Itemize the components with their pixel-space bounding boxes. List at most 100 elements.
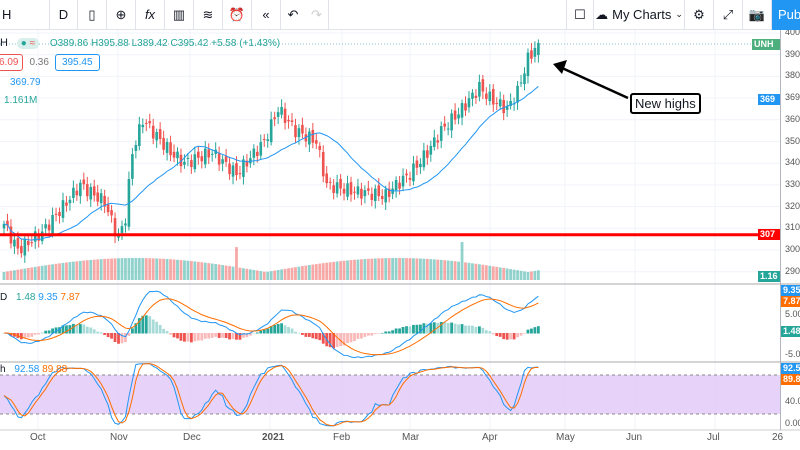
volume-bar [228,266,231,280]
volume-bar [405,258,408,280]
volume-bar [151,258,155,280]
volume-bar [176,259,179,280]
compare-add-icon[interactable]: ⊕ [107,0,136,30]
macd-histogram-bar [408,326,412,334]
camera-icon[interactable]: 📷 [743,0,772,30]
candle-body [2,223,6,229]
symbol-search[interactable]: H [0,0,50,30]
volume-bar [498,267,502,280]
macd-histogram-bar [290,328,294,334]
macd-histogram-bar [321,333,325,344]
time-axis-label: May [556,432,575,443]
publish-button[interactable]: Publi [772,0,800,30]
macd-histogram-bar [176,333,179,339]
candle-body [26,240,30,246]
price-axis-label: 400 [785,30,800,37]
candle-body [30,242,34,244]
volume-bar [363,259,367,280]
price-axis[interactable]: 400 390 380 369 360 350 340 330 320 310 300 290 5.00… [780,30,800,430]
sell-button[interactable]: 6.09 [0,54,24,71]
candle-body [203,148,207,165]
candle-body [356,186,360,195]
macd-histogram-bar [151,319,155,334]
volume-bar [61,262,65,280]
candle-body [321,151,325,177]
layout-icon[interactable]: ☐ [566,0,594,30]
volume-bar [266,271,270,280]
macd-histogram-bar [432,322,436,334]
macd-histogram-bar [488,331,492,334]
fullscreen-icon[interactable]: ⤢ [714,0,743,30]
candle-body [464,103,467,111]
interval-button[interactable]: D [50,0,78,30]
volume-bar [464,262,467,280]
annotation-box[interactable]: New highs [630,93,701,114]
indicators-fx-icon[interactable]: fx [136,0,165,30]
undo-icon[interactable]: ↶ [287,6,299,22]
candles-icon[interactable]: ▯ [78,0,107,30]
macd-histogram-bar [512,333,516,340]
financials-icon[interactable]: ▥ [165,0,194,30]
macd-histogram-bar [183,333,186,342]
buy-button[interactable]: 395.45 [54,54,100,71]
volume-bar [384,258,388,280]
volume-bar [432,259,436,280]
candle-body [47,224,51,231]
volume-bar [110,258,113,280]
price-axis-label: 300 [785,244,800,254]
price-axis-label: 380 [785,70,800,81]
volume-bar [85,260,89,280]
volume-bar [519,270,523,280]
macd-histogram-bar [110,333,113,339]
settings-gear-icon[interactable]: ⚙ [685,0,714,30]
indicator-axis-label: 0.00 [785,418,800,428]
macd-histogram-bar [203,333,207,339]
volume-bar [439,259,443,280]
candle-body [419,163,422,168]
volume-bar [394,258,398,280]
price-axis-label: 350 [785,135,800,146]
redo-icon[interactable]: ↷ [305,0,329,30]
replay-icon[interactable]: « [252,0,281,30]
volume-bar [262,271,266,280]
price-axis-label: 369 [785,92,800,103]
volume-bar [127,258,131,280]
macd-hist-value: 1.48 [16,292,36,303]
macd-histogram-bar [401,327,405,334]
volume-bar [47,264,51,280]
my-charts-button[interactable]: ☁ My Charts ⌄ [594,0,685,30]
volume-bar [148,258,152,280]
macd-tag: 9.35 [781,285,800,296]
volume-bar [6,271,9,280]
volume-bar [301,266,304,280]
macd-histogram-bar [78,324,82,334]
alert-icon[interactable]: ⏰ [223,0,252,30]
volume-bar [106,258,110,280]
candle-body [273,117,276,120]
macd-histogram-bar [356,333,360,339]
macd-histogram-bar [294,331,297,334]
macd-histogram-bar [200,333,204,341]
macd-histogram-bar [419,324,422,334]
candle-body [443,123,446,127]
macd-histogram-bar [186,333,190,342]
candle-body [207,149,211,158]
price-axis-label: 390 [785,48,800,59]
macd-histogram-bar [307,333,311,337]
candle-body [422,150,426,168]
templates-icon[interactable]: ≋ [194,0,223,30]
volume-bar [398,258,401,280]
candle-body [58,212,61,217]
macd-histogram-bar [224,333,228,339]
volume-bar [370,258,374,280]
candle-body [436,140,440,143]
candle-body [294,125,297,138]
candle-body [457,114,460,119]
candle-body [339,179,342,189]
candle-body [269,119,273,143]
macd-histogram-bar [44,330,48,334]
macd-histogram-bar [412,324,415,334]
volume-bar [245,268,249,280]
macd-histogram-bar [273,324,277,334]
